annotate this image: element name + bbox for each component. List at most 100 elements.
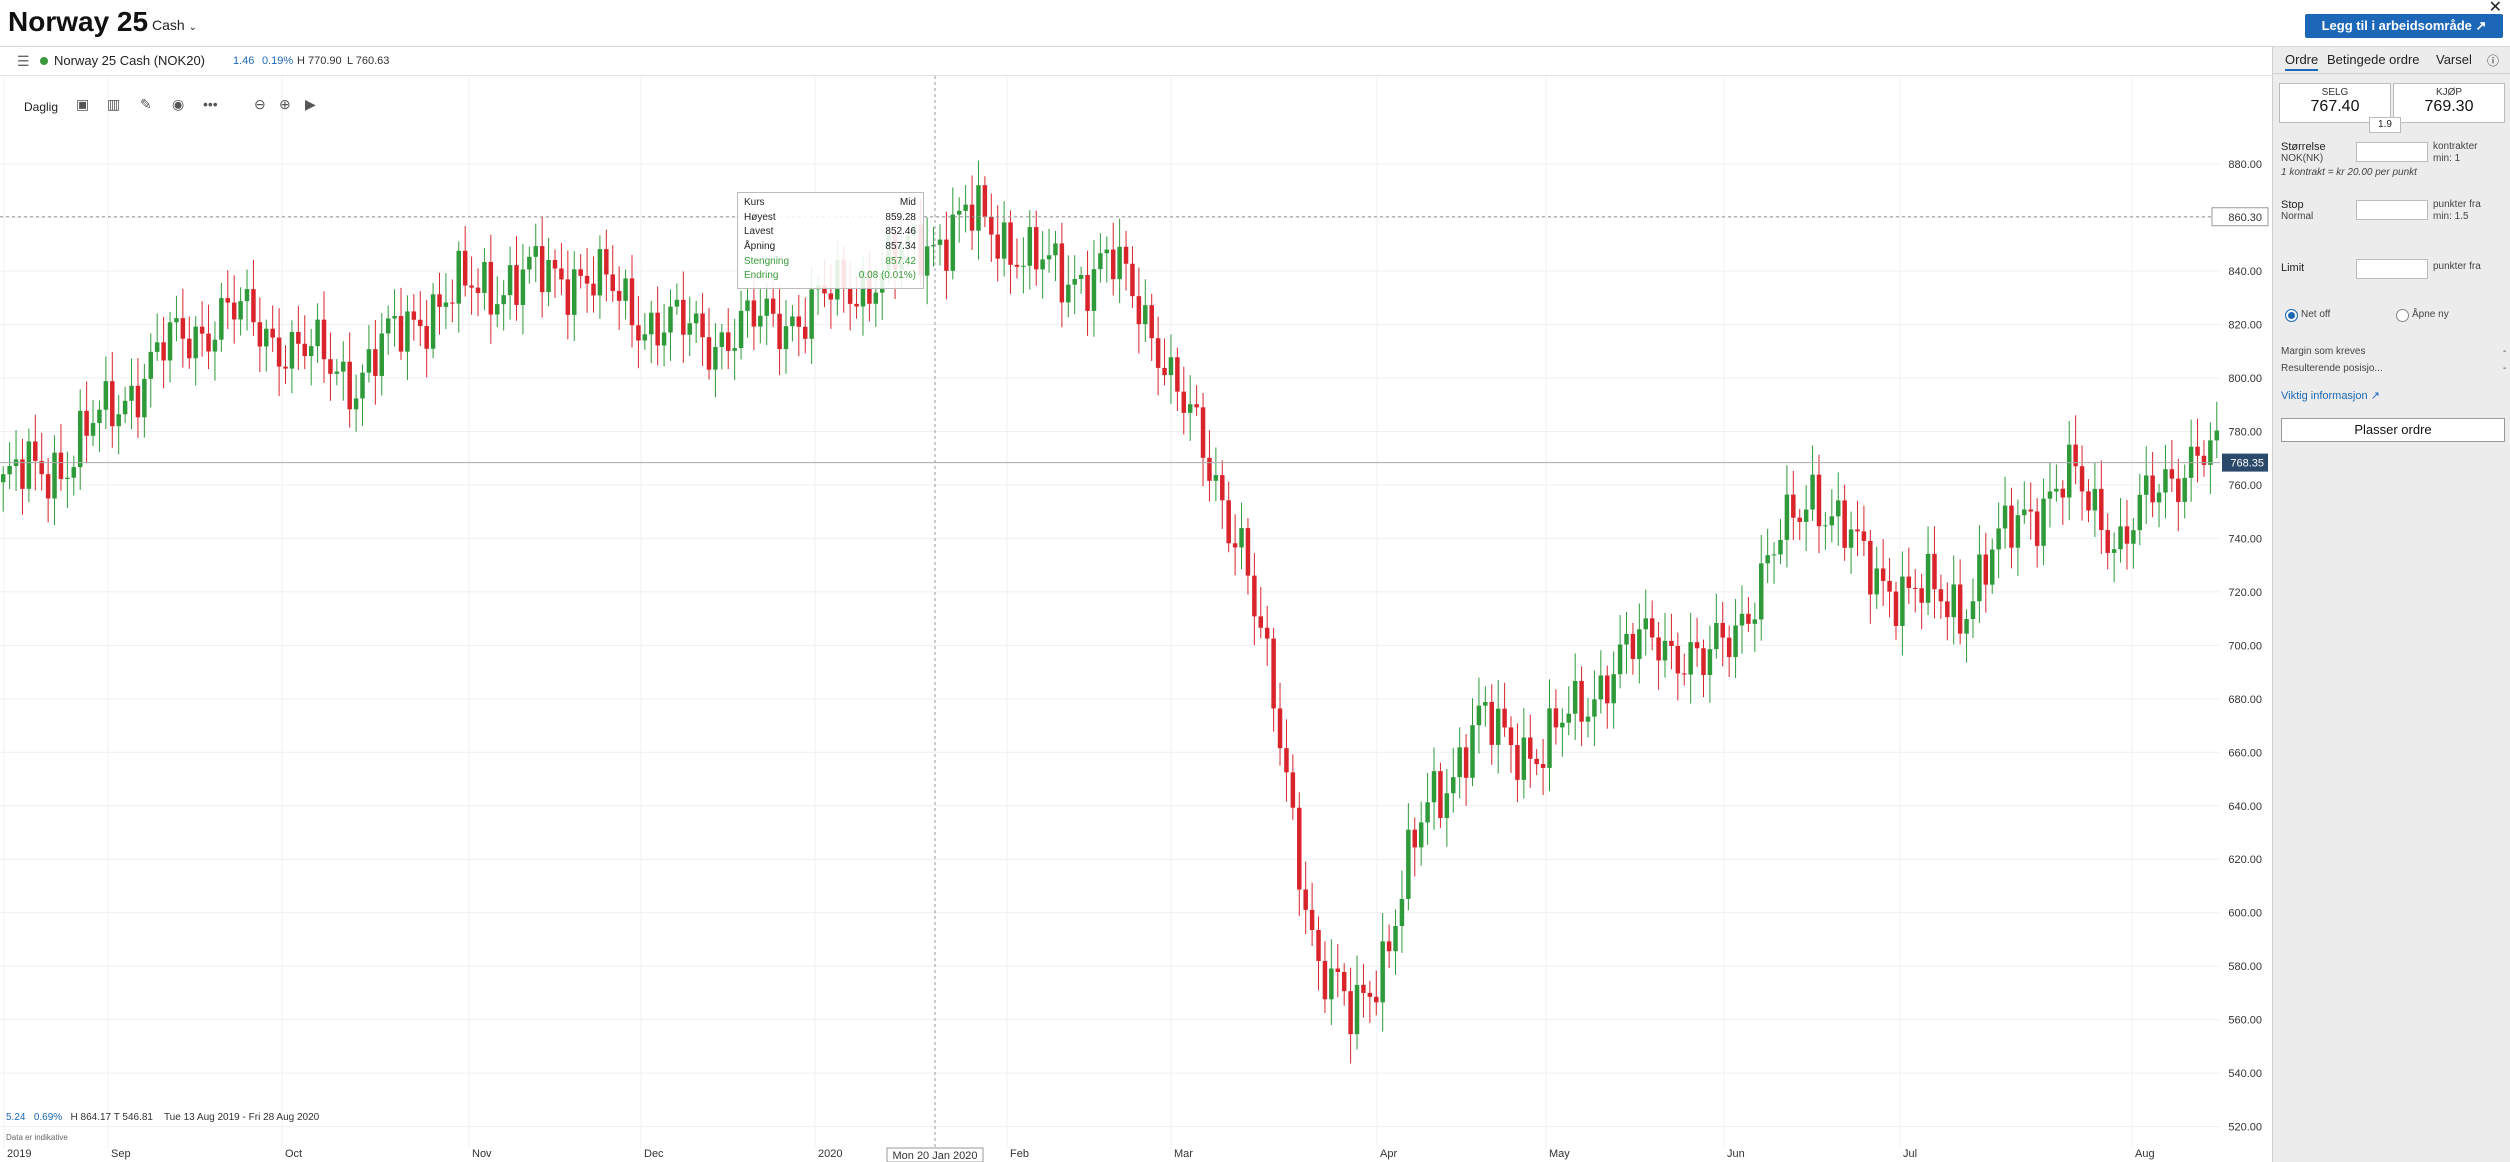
close-icon[interactable]: ✕ — [2488, 0, 2502, 16]
candle-body — [1386, 941, 1392, 952]
tooltip-key: Åpning — [744, 241, 776, 252]
candle-body — [2015, 515, 2021, 548]
tab-betingede-ordre[interactable]: Betingede ordre — [2327, 52, 2420, 67]
tab-varsel[interactable]: Varsel — [2436, 52, 2472, 67]
candle-body — [1297, 807, 1302, 890]
candle-body — [1874, 568, 1879, 595]
candle-body — [1361, 984, 1366, 993]
candle-body — [1123, 246, 1129, 264]
y-tick-label: 580.00 — [2228, 961, 2262, 973]
candle-body — [1245, 528, 1251, 576]
tooltip-key: Stengning — [744, 256, 790, 267]
zoom-out-icon[interactable]: ⊖ — [254, 96, 266, 112]
x-tick-label: 2020 — [818, 1148, 842, 1160]
candle-body — [1797, 517, 1802, 522]
draw-icon[interactable]: ✎ — [140, 96, 152, 112]
limit-input[interactable] — [2356, 259, 2428, 279]
candle-body — [353, 398, 359, 410]
y-tick-label: 780.00 — [2228, 426, 2262, 438]
period-selector[interactable]: Daglig — [24, 100, 59, 114]
candle-body — [2073, 444, 2078, 467]
candle-body — [2066, 444, 2072, 498]
buy-button[interactable]: KJØP 769.30 — [2393, 83, 2505, 123]
candle-body — [2137, 494, 2143, 531]
candle-body — [90, 423, 96, 436]
candle-body — [1643, 618, 1648, 630]
indicators-icon[interactable]: ▥ — [107, 96, 121, 112]
instrument-change: 1.46 — [233, 55, 255, 67]
y-tick-label: 640.00 — [2228, 801, 2262, 813]
candle-body — [982, 185, 988, 217]
candle-body — [1983, 554, 1989, 585]
candle-body — [1162, 367, 1167, 376]
candle-body — [129, 385, 134, 401]
eye-icon[interactable]: ◉ — [172, 96, 185, 112]
chart-type-icon[interactable]: ▣ — [76, 96, 90, 112]
candle-body — [1720, 622, 1725, 638]
price-chart[interactable]: 520.00 540.00 560.00 580.00 600.00 620.00 640.… — [0, 76, 2272, 1162]
candle-body — [1900, 576, 1905, 626]
candle-body — [527, 256, 532, 270]
zoom-in-icon[interactable]: ⊕ — [279, 96, 291, 112]
candle-body — [2208, 440, 2213, 465]
resulting-position-value: - — [2503, 363, 2507, 374]
candle-body — [116, 414, 121, 427]
more-icon[interactable]: ••• — [203, 96, 218, 112]
tab-ordre[interactable]: Ordre — [2285, 52, 2319, 71]
candle-body — [1791, 494, 1796, 518]
candle-body — [1181, 391, 1187, 413]
candle-body — [1714, 622, 1719, 650]
candle-body — [199, 326, 205, 334]
candle-body — [995, 234, 1000, 259]
candle-body — [1200, 407, 1206, 458]
candle-body — [700, 313, 705, 338]
tooltip-value: 859.28 — [885, 212, 916, 223]
info-icon[interactable]: ⓘ — [2487, 54, 2500, 68]
x-tick-label: Feb — [1010, 1148, 1029, 1160]
candle-body — [1816, 474, 1822, 527]
candle-body — [1136, 296, 1142, 325]
candle-body — [2111, 549, 2117, 553]
candle-body — [1861, 531, 1867, 541]
candle-body — [238, 301, 243, 320]
candle-body — [2201, 455, 2207, 465]
net-off-radio[interactable] — [2285, 309, 2298, 322]
account-type-dropdown[interactable]: Cash ⌄ — [152, 17, 197, 33]
menu-icon[interactable]: ☰ — [17, 53, 30, 69]
candle-tooltip: Kurs Mid Høyest 859.28 Lavest 852.46 Åpnin… — [737, 192, 924, 289]
candle-body — [1066, 284, 1071, 303]
candle-body — [539, 246, 545, 293]
candle-body — [1264, 627, 1270, 639]
candle-body — [411, 311, 417, 320]
candle-body — [308, 346, 314, 357]
range-dates: Tue 13 Aug 2019 - Fri 28 Aug 2020 — [163, 1112, 320, 1123]
candle-body — [1848, 529, 1854, 548]
stop-input[interactable] — [2356, 200, 2428, 220]
size-input[interactable] — [2356, 142, 2428, 162]
sell-button[interactable]: SELG 767.40 — [2279, 83, 2391, 123]
scroll-to-end-icon[interactable]: ▶ — [305, 96, 316, 112]
buy-label: KJØP — [2435, 87, 2463, 98]
y-tick-label: 680.00 — [2228, 694, 2262, 706]
stop-type-dropdown[interactable]: Normal — [2281, 211, 2314, 222]
open-new-radio[interactable] — [2396, 309, 2409, 322]
candle-body — [937, 239, 943, 245]
candle-body — [1072, 278, 1077, 285]
candle-body — [2163, 469, 2168, 493]
candle-body — [1207, 457, 1212, 481]
candle-body — [2169, 469, 2175, 479]
place-order-button[interactable]: Plasser ordre — [2281, 418, 2505, 442]
candle-body — [2195, 446, 2200, 456]
candle-body — [2086, 491, 2091, 511]
candle-body — [584, 275, 590, 284]
contract-note: 1 kontrakt = kr 20.00 per punkt — [2281, 167, 2417, 178]
add-to-workspace-button[interactable]: Legg til i arbeidsområde ↗ — [2305, 14, 2503, 38]
y-tick-label: 540.00 — [2228, 1068, 2262, 1080]
candle-body — [1771, 554, 1777, 556]
size-min: min: 1 — [2433, 153, 2461, 164]
candle-body — [591, 283, 596, 296]
tooltip-key: Endring — [744, 270, 779, 281]
important-info-link[interactable]: Viktig informasjon ↗ — [2281, 389, 2380, 402]
candle-body — [1579, 680, 1584, 722]
candle-body — [1155, 338, 1161, 368]
